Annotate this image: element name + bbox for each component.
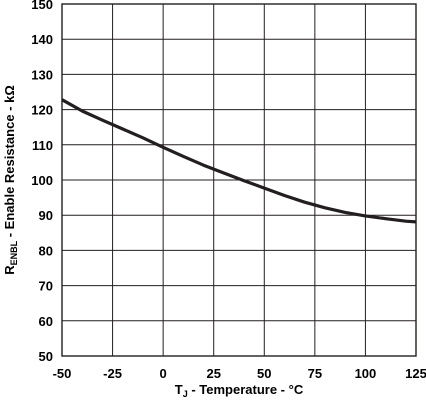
x-tick-label: 125 (405, 366, 426, 381)
y-tick-label: 150 (31, 0, 53, 12)
x-tick-label: 75 (308, 366, 322, 381)
y-tick-label: 60 (39, 314, 53, 329)
x-tick-label: 25 (206, 366, 220, 381)
y-axis-label: RENBL - Enable Resistance - kΩ (2, 85, 19, 275)
x-tick-label: 50 (257, 366, 271, 381)
y-tick-label: 140 (31, 32, 53, 47)
x-tick-label: -25 (103, 366, 122, 381)
y-tick-label: 70 (39, 279, 53, 294)
y-tick-label: 80 (39, 243, 53, 258)
plot-frame (61, 3, 417, 357)
y-tick-label: 50 (39, 349, 53, 364)
y-tick-label: 110 (32, 138, 53, 153)
series-line (61, 98, 417, 224)
x-tick-label: 100 (355, 366, 377, 381)
y-tick-label: 130 (31, 67, 53, 82)
x-axis-label: TJ - Temperature - °C (175, 382, 304, 399)
x-tick-labels: -50 -25 0 25 50 75 100 125 (53, 366, 426, 381)
x-tick-label: 0 (160, 366, 167, 381)
y-tick-labels: 50 60 70 80 90 100 110 120 130 140 150 (31, 0, 53, 364)
y-tick-label: 100 (31, 173, 53, 188)
x-tick-label: -50 (53, 366, 72, 381)
y-tick-label: 90 (39, 208, 53, 223)
y-tick-label: 120 (31, 103, 53, 118)
series-layer (61, 98, 417, 224)
